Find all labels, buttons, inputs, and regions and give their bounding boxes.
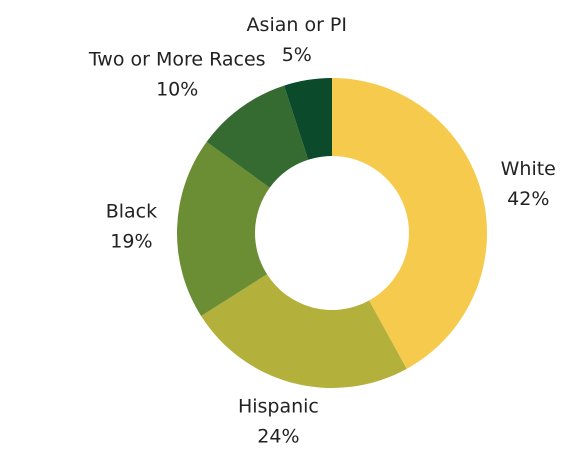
slice-label: White — [501, 158, 556, 180]
slice-value: 42% — [507, 188, 549, 210]
slice-label: Hispanic — [238, 395, 319, 417]
slice — [201, 274, 407, 388]
slice-label: Asian or PI — [247, 14, 347, 36]
slice-value: 19% — [110, 230, 152, 252]
slice-label: Two or More Races — [88, 49, 266, 71]
slice-value: 10% — [156, 79, 198, 101]
slice — [206, 85, 309, 188]
slice — [332, 78, 488, 369]
slice — [284, 78, 332, 160]
slice-label: Black — [106, 200, 157, 222]
slice — [176, 141, 270, 317]
slice-value: 24% — [257, 425, 299, 447]
slice-value: 5% — [282, 44, 312, 66]
